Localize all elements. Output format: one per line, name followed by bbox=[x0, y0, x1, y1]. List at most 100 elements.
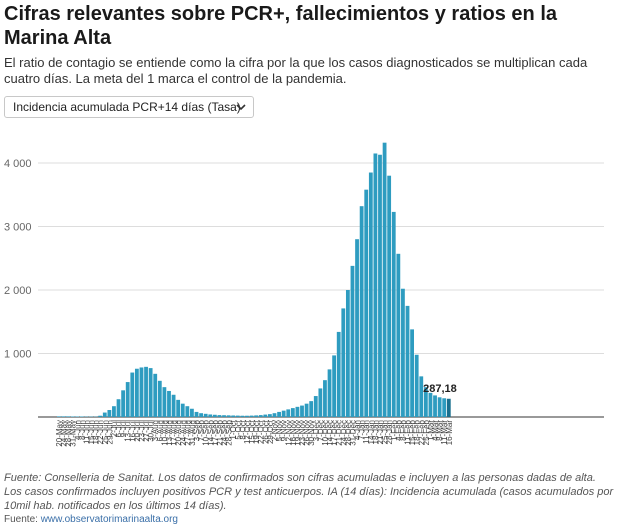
source-line: Fuente: www.observatorimarinaalta.org bbox=[4, 514, 178, 525]
bar bbox=[286, 409, 291, 417]
x-tick-label: 18-Feb bbox=[413, 419, 422, 445]
x-tick-label: 11-Feb bbox=[404, 419, 413, 444]
bar bbox=[125, 382, 130, 417]
metric-dropdown-label: Incidencia acumulada PCR+14 días (Tasa) bbox=[13, 100, 241, 114]
bar bbox=[405, 305, 410, 418]
bar bbox=[194, 411, 199, 417]
y-tick-label: 2 000 bbox=[4, 285, 32, 297]
x-tick-label: 4-Jun bbox=[73, 420, 82, 440]
bar bbox=[442, 398, 447, 417]
source-label: Fuente: bbox=[4, 514, 38, 525]
bar bbox=[401, 288, 405, 417]
bar bbox=[254, 415, 259, 417]
x-tick-label: 17-Dec bbox=[330, 420, 339, 446]
x-tick-label: 8-Mar bbox=[436, 420, 445, 441]
bar bbox=[57, 416, 61, 418]
bar bbox=[387, 175, 392, 417]
bar bbox=[116, 399, 121, 417]
bar bbox=[350, 265, 355, 417]
bar bbox=[355, 239, 359, 417]
x-tick-label: 16-Jul bbox=[128, 420, 137, 442]
x-tick-label: 2-Nov bbox=[270, 420, 279, 441]
x-tick-label: 19-Oct bbox=[252, 419, 261, 444]
x-tick-label: 18-Jan bbox=[371, 420, 380, 444]
chevron-down-icon bbox=[236, 104, 246, 111]
bar bbox=[139, 367, 144, 417]
x-tick-label: 8-Oct bbox=[238, 419, 247, 439]
x-tick-label: 28-May bbox=[64, 420, 73, 447]
bar bbox=[171, 394, 176, 417]
x-tick-label: 27-Jul bbox=[142, 420, 151, 442]
x-tick-label: 4-Mar bbox=[431, 420, 440, 441]
bar bbox=[437, 397, 442, 417]
x-tick-label: 8-Feb bbox=[399, 419, 408, 440]
bar bbox=[231, 415, 236, 417]
x-tick-label: 18-Jun bbox=[92, 420, 101, 444]
x-tick-label: 21-Jan bbox=[376, 420, 385, 444]
bar bbox=[199, 413, 203, 417]
bar bbox=[396, 253, 401, 417]
y-tick-label: 3 000 bbox=[4, 222, 32, 234]
x-tick-label: 24-Aug bbox=[179, 420, 188, 446]
bar bbox=[332, 355, 337, 417]
bar bbox=[359, 206, 364, 417]
bar bbox=[313, 396, 318, 418]
bar bbox=[373, 153, 378, 418]
x-tick-label: 5-Oct bbox=[234, 419, 243, 439]
x-tick-label: 25-Feb bbox=[422, 419, 431, 445]
x-tick-label: 21-Sep bbox=[215, 419, 224, 445]
source-link[interactable]: www.observatorimarinaalta.org bbox=[40, 514, 178, 525]
bar bbox=[190, 408, 194, 418]
bar bbox=[295, 406, 300, 417]
bar bbox=[70, 416, 75, 417]
x-tick-label: 4-Jan bbox=[353, 420, 362, 440]
bar bbox=[217, 415, 222, 418]
x-tick-label: 1-Oct bbox=[229, 419, 238, 439]
x-tick-label: 24-Dec bbox=[339, 420, 348, 446]
bar bbox=[107, 410, 112, 417]
bar bbox=[336, 331, 341, 417]
x-tick-label: 5-Nov bbox=[275, 420, 284, 441]
bar bbox=[309, 401, 314, 418]
x-tick-label: 22-Oct bbox=[257, 419, 266, 444]
x-tick-label: 6-Jul bbox=[115, 420, 124, 438]
x-tick-label: 30-Nov bbox=[307, 420, 316, 446]
bar bbox=[245, 415, 249, 417]
x-tick-label: 30-Jul bbox=[147, 420, 156, 442]
x-tick-label: 28-Sep bbox=[225, 419, 234, 445]
bar bbox=[414, 354, 419, 417]
bar bbox=[98, 415, 103, 417]
bar-layer bbox=[57, 142, 451, 418]
bar bbox=[212, 414, 217, 417]
x-tick-label: 28-Dec bbox=[344, 420, 353, 446]
x-tick-label: 27-Aug bbox=[183, 420, 192, 446]
bar bbox=[378, 154, 382, 417]
x-tick-label: 6-Aug bbox=[156, 420, 165, 441]
page-title: Cifras relevantes sobre PCR+, fallecimie… bbox=[4, 3, 558, 49]
x-tick-label: 7-Jan bbox=[358, 420, 367, 440]
x-tick-label: 3-Dec bbox=[312, 420, 321, 441]
metric-dropdown[interactable]: Incidencia acumulada PCR+14 días (Tasa) bbox=[4, 96, 254, 118]
x-tick-label: 22-Feb bbox=[417, 419, 426, 445]
bar bbox=[323, 380, 327, 417]
bar bbox=[167, 390, 171, 417]
bar bbox=[121, 390, 126, 417]
x-tick-label: 25-Jun bbox=[101, 420, 110, 444]
chart-subtitle: El ratio de contagio se entiende como la… bbox=[4, 55, 588, 86]
bar bbox=[226, 415, 231, 417]
x-tick-label: 1-Mar bbox=[426, 420, 435, 441]
footnote: Fuente: Conselleria de Sanitat. Los dato… bbox=[4, 472, 614, 512]
x-tick-label: 25-Jan bbox=[381, 420, 390, 444]
y-tick-label: 4 000 bbox=[4, 158, 32, 170]
x-tick-label: 31-Aug bbox=[188, 420, 197, 446]
x-tick-label: 23-Nov bbox=[298, 420, 307, 446]
x-tick-label: 20-Aug bbox=[174, 420, 183, 446]
bar bbox=[364, 189, 369, 417]
x-tick-label: 12-Oct bbox=[243, 419, 252, 444]
x-tick-label: 15-Feb bbox=[408, 419, 417, 445]
bar bbox=[130, 372, 135, 417]
x-tick-label: 22-Jun bbox=[96, 420, 105, 444]
x-tick-label: 4-Feb bbox=[394, 419, 403, 440]
bar bbox=[281, 410, 286, 417]
x-tick-label: 29-Oct bbox=[266, 419, 275, 444]
